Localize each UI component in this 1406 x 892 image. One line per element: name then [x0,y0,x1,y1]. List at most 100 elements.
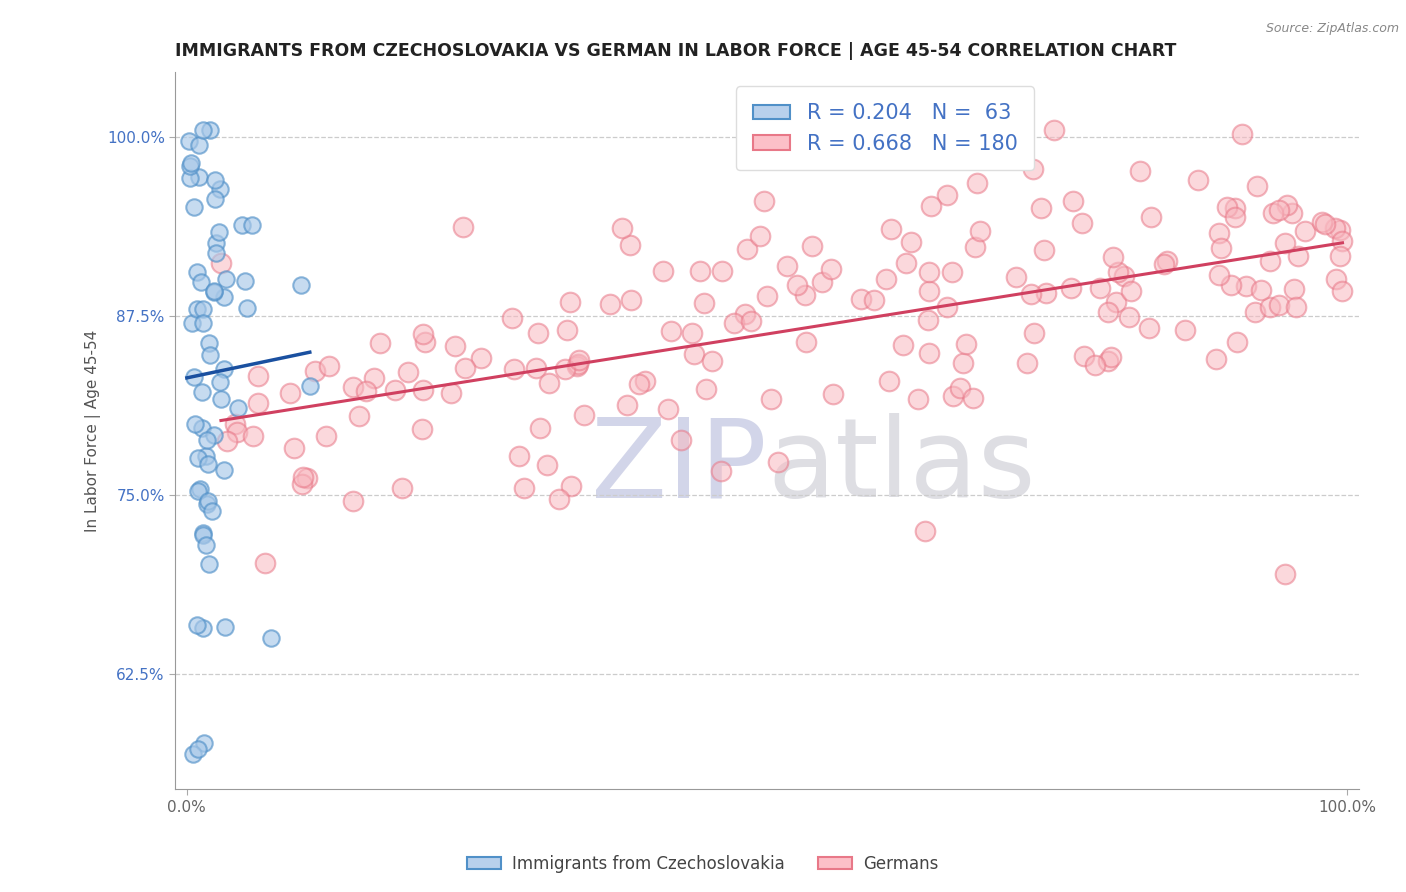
Point [941,265,963,279]
Point [1119,284,1142,298]
Point [599,297,621,311]
Point [616,398,638,412]
Point [1331,284,1354,298]
Point [766,455,789,469]
Point [1137,321,1160,335]
Point [177,134,200,148]
Point [188,482,211,496]
Point [671,433,693,447]
Point [1274,567,1296,582]
Point [1284,282,1306,296]
Point [226,401,249,416]
Point [1114,268,1136,283]
Point [917,284,939,298]
Point [1118,310,1140,324]
Point [918,264,941,278]
Point [1187,173,1209,187]
Point [513,481,536,495]
Point [800,238,823,252]
Text: ZIP: ZIP [591,413,766,520]
Point [1329,249,1351,263]
Point [440,385,463,400]
Point [412,327,434,342]
Point [240,218,263,232]
Point [1140,211,1163,225]
Point [1285,300,1308,314]
Point [969,224,991,238]
Point [962,391,984,405]
Point [558,294,581,309]
Point [368,336,391,351]
Point [1226,334,1249,349]
Point [1208,226,1230,240]
Point [202,284,225,298]
Point [508,450,530,464]
Point [1230,127,1253,141]
Point [547,492,569,507]
Point [204,172,226,186]
Point [298,379,321,393]
Point [695,382,717,396]
Point [880,221,903,235]
Point [396,365,419,379]
Point [681,326,703,341]
Point [1324,221,1347,235]
Point [657,402,679,417]
Point [619,237,641,252]
Point [710,464,733,478]
Point [935,300,957,314]
Point [610,221,633,235]
Point [560,479,582,493]
Point [536,458,558,473]
Point [197,457,219,471]
Point [1258,253,1281,268]
Point [226,425,249,440]
Point [1073,349,1095,363]
Point [187,742,209,756]
Point [342,494,364,508]
Text: IMMIGRANTS FROM CZECHOSLOVAKIA VS GERMAN IN LABOR FORCE | AGE 45-54 CORRELATION : IMMIGRANTS FROM CZECHOSLOVAKIA VS GERMAN… [176,42,1177,60]
Point [574,409,596,423]
Point [1033,243,1056,257]
Point [231,218,253,232]
Point [215,272,238,286]
Point [1315,217,1337,231]
Point [191,316,214,330]
Point [195,538,218,552]
Point [1275,198,1298,212]
Point [1042,122,1064,136]
Point [1216,200,1239,214]
Point [291,477,314,491]
Point [194,450,217,464]
Point [965,240,987,254]
Point [1258,300,1281,314]
Point [849,292,872,306]
Point [823,387,845,401]
Point [413,335,436,350]
Point [723,316,745,330]
Point [1324,272,1347,286]
Point [204,192,226,206]
Point [242,428,264,442]
Point [202,285,225,300]
Point [966,176,988,190]
Point [342,380,364,394]
Point [180,156,202,170]
Point [186,265,208,279]
Point [1211,241,1233,255]
Point [384,383,406,397]
Point [786,278,808,293]
Point [1329,223,1351,237]
Point [501,310,523,325]
Point [1017,356,1039,370]
Point [295,471,318,485]
Point [188,137,211,152]
Point [1029,202,1052,216]
Text: Source: ZipAtlas.com: Source: ZipAtlas.com [1265,22,1399,36]
Point [524,361,547,376]
Point [198,348,221,362]
Point [700,353,723,368]
Point [1070,216,1092,230]
Point [363,371,385,385]
Point [794,288,817,302]
